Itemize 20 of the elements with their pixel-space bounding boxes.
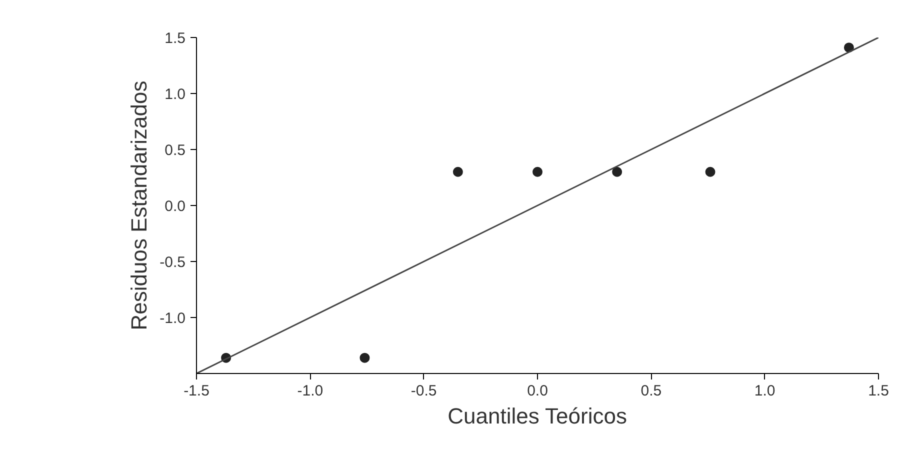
y-tick-label: -0.5	[160, 254, 186, 271]
point	[532, 166, 542, 177]
x-tick-label: -1.0	[297, 382, 324, 400]
y-axis-title: Residuos Estandarizados	[126, 80, 152, 330]
point	[705, 166, 716, 177]
x-tick-label: 1.0	[754, 382, 776, 400]
x-tick-label: 0.5	[640, 382, 662, 400]
x-tick-label: 0.0	[527, 382, 548, 400]
y-tick-label: 1.5	[164, 30, 186, 47]
y-tick-label: 0.5	[164, 142, 186, 159]
x-tick-label: -0.5	[410, 382, 437, 400]
point	[612, 166, 622, 177]
x-tick-label: -1.5	[184, 382, 210, 400]
y-tick-label: -1.0	[160, 310, 186, 327]
y-tick-label: 0.0	[164, 198, 186, 215]
point	[360, 352, 370, 363]
x-tick-label: 1.5	[868, 382, 889, 400]
x-axis-title: Cuantiles Teóricos	[448, 404, 627, 428]
point	[452, 166, 463, 177]
y-tick-label: 1.0	[164, 86, 186, 103]
